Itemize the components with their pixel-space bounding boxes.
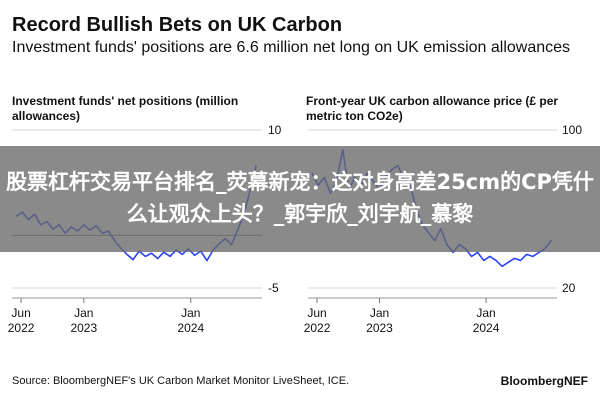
price-data-point-27 [477,251,479,253]
positions-data-point-27 [181,253,183,255]
price-data-point-30 [495,259,497,261]
price-x-tick-label-2-0: Jan [476,306,495,320]
price-data-point-33 [513,257,516,259]
price-y-tick-label-0: 100 [562,123,582,137]
price-data-point-29 [489,255,491,257]
positions-data-point-25 [169,255,171,257]
price-data-point-34 [519,259,522,261]
positions-data-point-21 [144,255,146,257]
right-panel-title: Front-year UK carbon allowance price (£ … [306,94,559,123]
positions-data-point-22 [150,252,153,254]
price-data-point-32 [507,261,509,263]
positions-x-tick-label-1-1: 2023 [70,321,97,335]
positions-x-tick-label-0-1: 2022 [8,321,35,335]
positions-data-point-18 [126,253,128,255]
price-data-point-31 [501,265,503,267]
price-data-point-37 [538,251,540,253]
positions-y-tick-label-1: -5 [268,281,279,295]
price-data-point-36 [532,255,534,257]
positions-x-tick-label-2-0: Jan [181,306,200,320]
page-subtitle: Investment funds' positions are 6.6 mill… [12,39,571,56]
page-title: Record Bullish Bets on UK Carbon [12,14,343,36]
positions-x-tick-label-0-0: Jun [11,306,30,320]
positions-data-point-31 [206,260,208,262]
positions-x-tick-label-2-1: 2024 [177,321,204,335]
price-x-tick-label-1-1: 2023 [366,321,393,335]
positions-data-point-29 [194,254,196,256]
price-x-tick-label-1-0: Jan [370,306,389,320]
price-x-tick-label-0-0: Jun [307,306,326,320]
price-x-tick-label-0-1: 2022 [304,321,331,335]
overlay-banner: 股票杠杆交易平台排名_荧幕新宠：这对身高差25cm的CP凭什么让观众上头？_郭宇… [0,146,600,252]
price-data-point-35 [526,253,528,255]
positions-data-point-19 [132,259,134,261]
price-data-point-28 [483,259,485,261]
price-data-point-23 [452,251,454,253]
brand-logo: BloombergNEF [500,374,588,388]
source-note: Source: BloombergNEF's UK Carbon Market … [12,375,350,387]
price-y-tick-label-1: 20 [562,281,576,295]
left-panel-title: Investment funds' net positions (million… [12,94,239,123]
price-x-tick-label-2-1: 2024 [473,321,500,335]
positions-data-point-23 [157,257,159,260]
price-data-point-26 [470,255,473,257]
positions-x-tick-label-1-0: Jan [74,306,93,320]
positions-y-tick-label-0: 10 [268,123,282,137]
